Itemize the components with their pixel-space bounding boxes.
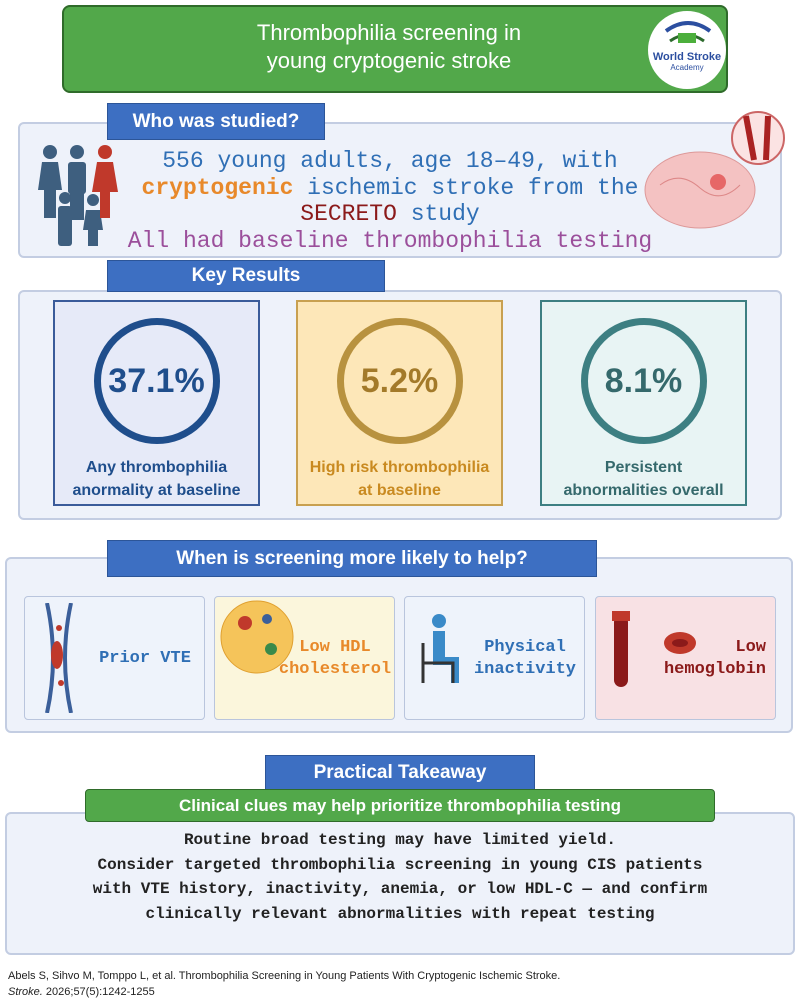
text: 2026;57(5):1242-1255 xyxy=(42,986,155,998)
screening-heading: When is screening more likely to help? xyxy=(107,540,597,577)
result-label: Persistent abnormalities overall xyxy=(563,456,723,502)
label-line: Any thrombophilia xyxy=(85,459,228,476)
logo-icon xyxy=(664,21,712,43)
who-line: All had baseline thrombophilia testing xyxy=(127,227,653,254)
screening-item: Low hemoglobin xyxy=(595,596,776,720)
screening-item: Prior VTE xyxy=(24,596,205,720)
screening-item: Physical inactivity xyxy=(404,596,585,720)
item-line: Low xyxy=(735,638,766,657)
text: study xyxy=(396,201,480,227)
item-text: Low HDL cholesterol xyxy=(270,637,400,681)
citation: Abels S, Sihvo M, Tomppo L, et al. Throm… xyxy=(8,968,798,1000)
who-line: cryptogenic ischemic stroke from the xyxy=(110,175,670,202)
sitting-icon xyxy=(421,614,459,683)
label-line: anormality at baseline xyxy=(72,482,241,499)
logo-text: Academy xyxy=(670,63,704,72)
results-heading: Key Results xyxy=(107,260,385,292)
title-line: Thrombophilia screening in xyxy=(256,20,522,45)
takeaway-line: with VTE history, inactivity, anemia, or… xyxy=(92,880,708,898)
result-value: 37.1% xyxy=(93,318,220,444)
header: Thrombophilia screening in young cryptog… xyxy=(62,5,728,93)
item-line: Prior VTE xyxy=(99,649,191,668)
citation-line: Stroke. 2026;57(5):1242-1255 xyxy=(8,984,798,1000)
result-value: 8.1% xyxy=(580,318,707,444)
journal: Stroke. xyxy=(8,986,43,998)
item-line: inactivity xyxy=(473,660,577,679)
takeaway-line: Consider targeted thrombophilia screenin… xyxy=(97,855,703,874)
highlight: cryptogenic xyxy=(141,174,294,201)
item-line: cholesterol xyxy=(278,660,392,679)
who-line: 556 young adults, age 18–49, with xyxy=(162,148,618,174)
result-label: High risk thrombophilia at baseline xyxy=(310,456,490,502)
title: Thrombophilia screening in young cryptog… xyxy=(124,19,654,75)
who-heading: Who was studied? xyxy=(107,103,325,140)
cholesterol-icon xyxy=(220,600,294,674)
screening-item: Low HDL cholesterol xyxy=(214,596,395,720)
result-card: 5.2% High risk thrombophilia at baseline xyxy=(296,300,503,506)
citation-line: Abels S, Sihvo M, Tomppo L, et al. Throm… xyxy=(8,970,561,982)
item-line: Physical xyxy=(484,638,566,657)
item-text: Low hemoglobin xyxy=(656,637,774,681)
label-line: Persistent xyxy=(604,459,683,476)
brain-icon xyxy=(644,111,785,229)
label-line: abnormalities overall xyxy=(563,482,724,499)
text: ischemic stroke from the xyxy=(293,174,639,201)
who-text: 556 young adults, age 18–49, with crypto… xyxy=(110,148,670,254)
item-text: Physical inactivity xyxy=(460,637,590,681)
result-value: 5.2% xyxy=(336,318,463,444)
people-icon xyxy=(38,145,118,246)
takeaway-subheading: Clinical clues may help prioritize throm… xyxy=(85,789,715,822)
vessel-icon xyxy=(45,603,73,713)
highlight: SECRETO xyxy=(300,201,397,227)
takeaway-text: Routine broad testing may have limited y… xyxy=(5,828,795,926)
result-card: 8.1% Persistent abnormalities overall xyxy=(540,300,747,506)
label-line: High risk thrombophilia xyxy=(309,459,490,476)
item-line: hemoglobin xyxy=(663,660,767,679)
takeaway-heading: Practical Takeaway xyxy=(265,755,535,790)
takeaway-line: Routine broad testing may have limited y… xyxy=(183,831,617,849)
item-text: Prior VTE xyxy=(85,648,205,670)
takeaway-panel xyxy=(5,812,795,955)
logo-text: World Stroke xyxy=(652,51,722,63)
item-line: Low HDL xyxy=(299,638,371,657)
logo: World Stroke Academy xyxy=(648,11,726,89)
result-card: 37.1% Any thrombophilia anormality at bas… xyxy=(53,300,260,506)
who-line: SECRETO study xyxy=(110,201,670,228)
blood-icon xyxy=(612,611,696,687)
takeaway-line: clinically relevant abnormalities with r… xyxy=(145,904,655,923)
result-label: Any thrombophilia anormality at baseline xyxy=(72,456,240,502)
label-line: at baseline xyxy=(358,482,441,499)
title-line: young cryptogenic stroke xyxy=(266,48,512,73)
